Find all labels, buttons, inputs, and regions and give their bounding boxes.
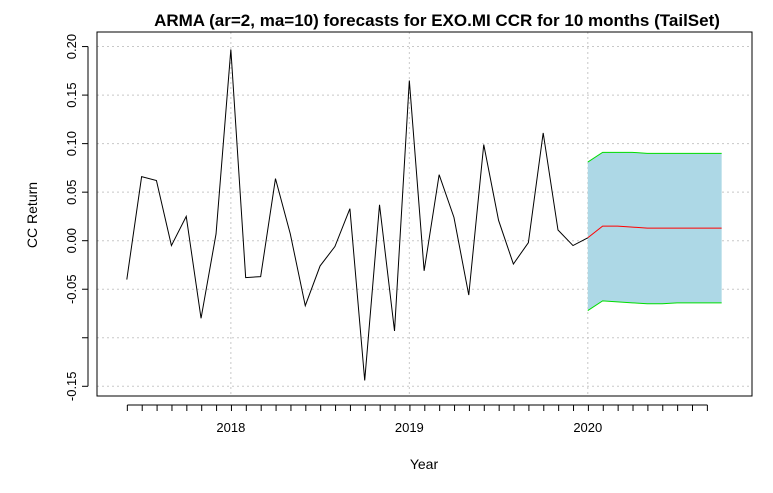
plot-frame bbox=[96, 31, 753, 397]
x-axis-label: Year bbox=[410, 456, 439, 472]
axes: 2018 2019 2020 -0.15 -0.05 0.00 0.05 0.10 0.15 0.… bbox=[64, 34, 708, 435]
y-tick-label: 0.10 bbox=[64, 131, 79, 156]
x-tick-label: 2018 bbox=[216, 420, 245, 435]
y-tick-label: -0.15 bbox=[64, 371, 79, 401]
lower-bound-line bbox=[587, 300, 722, 311]
forecast-series-line bbox=[587, 225, 722, 239]
y-tick-label: 0.00 bbox=[64, 228, 79, 253]
y-tick-label: 0.05 bbox=[64, 180, 79, 205]
y-tick-label: -0.05 bbox=[64, 274, 79, 304]
y-axis-label: CC Return bbox=[24, 182, 40, 248]
x-tick-label: 2020 bbox=[573, 420, 602, 435]
x-tick-label: 2019 bbox=[395, 420, 424, 435]
forecast-interval-area bbox=[587, 152, 722, 311]
upper-bound-line bbox=[587, 151, 722, 163]
chart-title: ARMA (ar=2, ma=10) forecasts for EXO.MI … bbox=[154, 11, 720, 30]
y-tick-label: 0.20 bbox=[64, 34, 79, 59]
forecast-interval-band bbox=[587, 152, 722, 311]
y-tick-label: 0.15 bbox=[64, 82, 79, 107]
series-lines bbox=[126, 49, 722, 381]
actual-series-line bbox=[126, 49, 589, 381]
